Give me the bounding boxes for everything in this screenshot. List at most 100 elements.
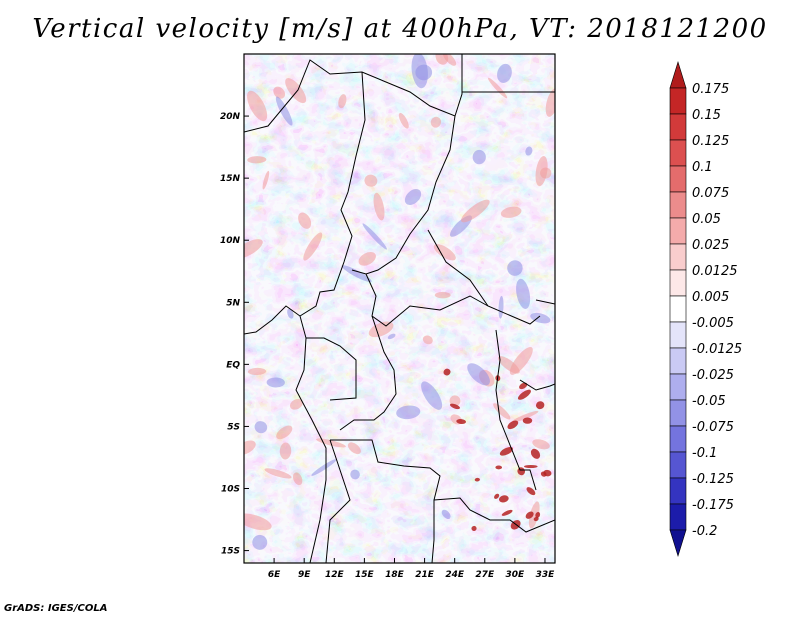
colorbar-label: 0.05 (692, 212, 721, 227)
colorbar-bin (669, 139, 687, 167)
colorbar-min-arrow (669, 529, 687, 558)
velocity-cell (411, 54, 428, 89)
velocity-cell (396, 405, 421, 420)
velocity-cell (303, 232, 323, 261)
velocity-cell (244, 440, 256, 455)
lon-tick-label: 6E (268, 570, 281, 580)
map-frame (243, 53, 556, 564)
velocity-cell (252, 534, 268, 550)
strong-updraft (471, 525, 477, 532)
lon-tick-label: 27E (475, 570, 495, 580)
velocity-cell (285, 78, 307, 104)
colorbar-bin (669, 243, 687, 271)
velocity-cell (442, 54, 457, 66)
velocity-cell (497, 63, 512, 83)
colorbar-bin (669, 347, 687, 375)
colorbar-label: 0.125 (692, 134, 729, 149)
colorbar-bin (669, 477, 687, 505)
colorbar-label: 0.025 (692, 238, 729, 253)
colorbar-bin (669, 191, 687, 219)
latitude-axis: 20N 15N 10N 5N EQ 5S 10S 15S (220, 112, 249, 557)
velocity-cell (441, 509, 451, 519)
strong-updraft (495, 465, 503, 470)
lon-tick-label: 15E (355, 570, 375, 580)
strong-updraft (474, 477, 480, 482)
strong-updraft (540, 471, 547, 477)
colorbar-label: -0.2 (692, 524, 717, 539)
velocity-cell (264, 468, 292, 479)
lon-tick-label: 9E (298, 570, 311, 580)
velocity-cell (244, 513, 272, 531)
strong-updraft (449, 403, 460, 410)
strong-updraft (524, 464, 538, 469)
strong-updraft (535, 401, 545, 410)
colorbar-label: 0.0125 (692, 264, 738, 279)
strong-updraft (443, 368, 451, 376)
colorbar-bin (669, 87, 687, 115)
lat-tick-label: 10N (220, 236, 241, 246)
colorbar-label: -0.005 (692, 316, 734, 331)
velocity-cell (338, 94, 347, 109)
lat-tick-label: 15N (220, 174, 241, 184)
velocity-cell (311, 459, 337, 476)
velocity-cell (433, 244, 456, 261)
velocity-cell (247, 367, 267, 376)
lon-tick-label: 12E (325, 570, 345, 580)
velocity-cell (509, 346, 533, 375)
velocity-cell (467, 363, 490, 386)
lat-tick-label: 20N (220, 112, 241, 122)
strong-updraft (522, 417, 533, 424)
velocity-cell (350, 469, 360, 480)
velocity-cell (341, 265, 372, 283)
velocity-cell (404, 189, 422, 206)
colorbar-bin (669, 451, 687, 479)
velocity-cell (498, 295, 504, 319)
velocity-cell (487, 77, 508, 99)
colorbar-label: -0.05 (692, 394, 726, 409)
velocity-cell (398, 112, 409, 129)
velocity-cell (287, 308, 294, 319)
velocity-cell (472, 149, 486, 165)
strong-updraft (535, 512, 541, 518)
velocity-cell (516, 278, 531, 309)
strong-updraft (499, 495, 509, 503)
strong-updraft (530, 448, 541, 459)
colorbar-label: 0.15 (692, 108, 721, 123)
grads-credit: GrADS: IGES/COLA (4, 603, 108, 614)
longitude-axis: 6E 9E 12E 15E 18E 21E 24E 27E 30E 33E (268, 558, 555, 580)
velocity-cell (292, 472, 303, 486)
colorbar-label: 0.1 (692, 160, 713, 175)
colorbar-max-arrow (669, 60, 687, 89)
colorbar-bin (669, 217, 687, 245)
colorbar-bin (669, 269, 687, 297)
velocity-cell (358, 251, 376, 266)
velocity-cell (273, 86, 286, 99)
velocity-cell (434, 291, 451, 299)
velocity-cell (507, 260, 523, 276)
lon-tick-label: 33E (536, 570, 556, 580)
velocity-cell (244, 239, 263, 260)
velocity-cell (298, 212, 312, 229)
strong-updraft (526, 487, 536, 496)
velocity-cell (525, 146, 533, 156)
colorbar-bin (669, 295, 687, 323)
velocity-cell (275, 96, 293, 126)
velocity-cell (545, 88, 555, 117)
lon-tick-label: 30E (506, 570, 526, 580)
velocity-cell (430, 116, 442, 128)
strong-updraft (517, 389, 531, 400)
velocity-cell (511, 410, 539, 423)
colorbar-bin (669, 399, 687, 427)
map-title: Vertical velocity [m/s] at 400hPa, VT: 2… (32, 14, 768, 44)
lon-tick-label: 18E (385, 570, 405, 580)
lon-tick-label: 21E (415, 570, 435, 580)
colorbar-label: 0.005 (692, 290, 729, 305)
strong-updraft (519, 382, 528, 390)
velocity-cell (535, 156, 548, 187)
velocity-cell (435, 54, 449, 65)
velocity-cell (279, 442, 292, 460)
velocity-cell (247, 90, 268, 122)
velocity-cell (493, 403, 511, 420)
strong-updraft (499, 447, 513, 456)
velocity-cell (254, 421, 268, 434)
